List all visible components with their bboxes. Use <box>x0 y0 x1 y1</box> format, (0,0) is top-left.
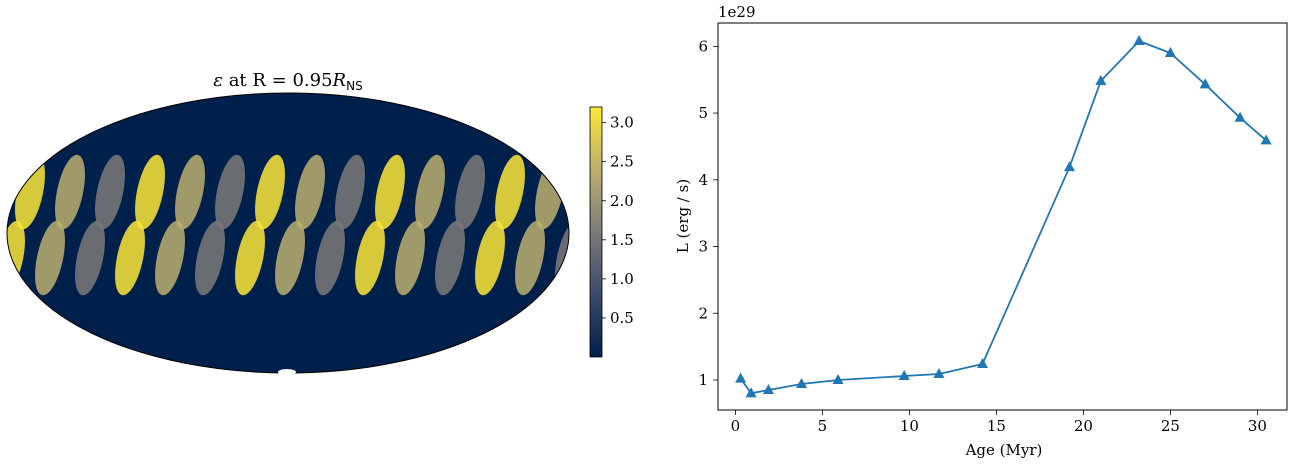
y-tick-label: 3 <box>698 238 708 256</box>
colorbar-ticks: 0.5 1.0 1.5 2.0 2.5 3.0 <box>602 114 634 327</box>
x-axis-label: Age (Myr) <box>965 441 1043 459</box>
colorbar-tick-label: 0.5 <box>610 309 634 327</box>
data-point-marker <box>832 373 844 384</box>
map-title-middle: at R = 0.95 <box>223 70 333 91</box>
map-pole-gap <box>278 369 296 375</box>
y-tick-label: 4 <box>698 171 708 189</box>
map-stripe <box>155 220 185 296</box>
map-stripe <box>135 154 165 230</box>
x-tick-label: 15 <box>987 417 1006 435</box>
y-tick-label: 1 <box>698 371 708 389</box>
map-stripe <box>195 220 225 296</box>
data-point-marker <box>1199 78 1211 89</box>
series-markers <box>735 35 1272 398</box>
data-point-marker <box>933 367 945 378</box>
data-point-marker <box>1234 111 1246 122</box>
map-stripe <box>355 220 385 296</box>
data-point-marker <box>1260 134 1272 145</box>
data-point-marker <box>976 357 988 368</box>
map-stripe <box>55 154 85 230</box>
map-stripe <box>375 154 405 230</box>
data-point-marker <box>1063 161 1075 172</box>
data-point-marker <box>745 387 757 398</box>
x-tick-label: 10 <box>900 417 919 435</box>
data-point-marker <box>762 383 774 394</box>
data-point-marker <box>796 377 808 388</box>
data-point-marker <box>1164 47 1176 58</box>
x-tick-label: 30 <box>1248 417 1267 435</box>
map-stripe <box>215 154 245 230</box>
x-tick-label: 5 <box>818 417 828 435</box>
map-stripe <box>395 220 425 296</box>
map-stripe <box>75 220 105 296</box>
map-stripe <box>35 220 65 296</box>
map-surface <box>7 93 569 373</box>
y-tick-label: 5 <box>698 104 708 122</box>
colorbar-tick-label: 2.0 <box>610 192 634 210</box>
colorbar-tick-label: 1.0 <box>610 270 634 288</box>
map-stripe <box>95 154 125 230</box>
colorbar-gradient <box>589 106 603 358</box>
map-stripe <box>415 154 445 230</box>
map-stripe <box>435 220 465 296</box>
map-panel: ε at R = 0.95RNS <box>6 70 570 375</box>
colorbar: 0.5 1.0 1.5 2.0 2.5 3.0 <box>589 106 634 358</box>
x-tick-label: 0 <box>731 417 741 435</box>
colorbar-tick-label: 3.0 <box>610 114 634 132</box>
data-point-marker <box>898 369 910 380</box>
y-ticks: 1 2 3 4 5 6 <box>698 37 718 389</box>
map-title-var: R <box>332 70 347 91</box>
map-stripe <box>255 154 285 230</box>
x-tick-label: 20 <box>1074 417 1093 435</box>
map-stripe <box>515 220 545 296</box>
line-chart: 1e29 0 5 10 15 20 25 30 1 2 3 4 5 6 Age (Myr) L (er… <box>674 3 1288 459</box>
series-line <box>739 39 1267 395</box>
map-stripe <box>495 154 525 230</box>
map-title-symbol: ε <box>213 70 223 91</box>
data-point-marker <box>1095 75 1107 86</box>
data-point-marker <box>735 372 747 383</box>
y-tick-label: 6 <box>698 37 708 55</box>
plot-frame <box>717 22 1288 411</box>
colorbar-tick-label: 1.5 <box>610 231 634 249</box>
map-stripe <box>315 220 345 296</box>
map-stripe <box>275 220 305 296</box>
x-ticks: 0 5 10 15 20 25 30 <box>731 410 1267 435</box>
map-blobs <box>7 154 569 296</box>
y-axis-label: L (erg / s) <box>674 179 692 253</box>
colorbar-tick-label: 2.5 <box>610 153 634 171</box>
data-point-marker <box>1133 35 1145 46</box>
map-stripe <box>175 154 205 230</box>
map-stripe <box>235 220 265 296</box>
map-title-sub: NS <box>346 79 363 93</box>
x-tick-label: 25 <box>1161 417 1180 435</box>
map-stripe <box>335 154 365 230</box>
map-title: ε at R = 0.95RNS <box>213 70 362 93</box>
map-stripe <box>295 154 325 230</box>
map-stripe <box>475 220 505 296</box>
y-tick-label: 2 <box>698 304 708 322</box>
map-stripe <box>115 220 145 296</box>
y-offset-text: 1e29 <box>718 3 756 21</box>
map-stripe <box>455 154 485 230</box>
